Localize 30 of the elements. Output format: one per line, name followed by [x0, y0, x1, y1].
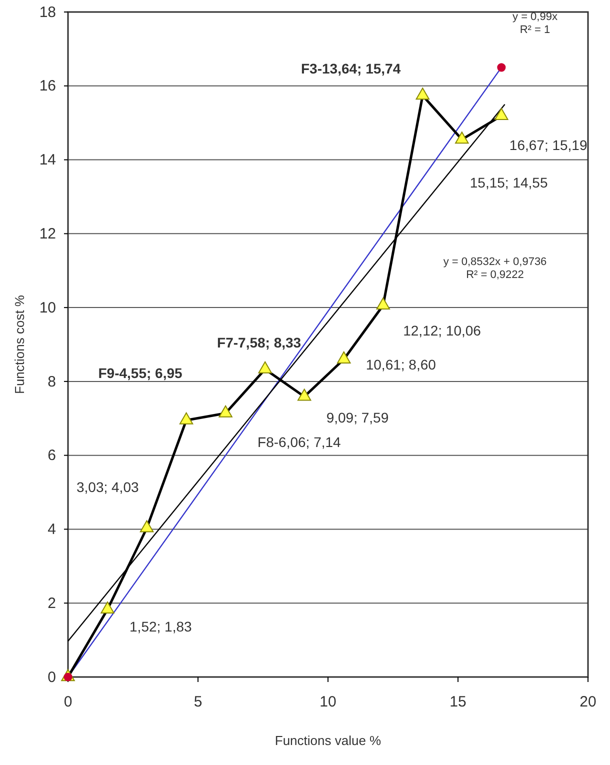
annotation: 9,09; 7,59	[326, 410, 389, 426]
annotation: F3-13,64; 15,74	[301, 60, 401, 76]
y-tick-label: 18	[39, 4, 56, 21]
x-tick-label: 15	[450, 694, 466, 711]
y-tick-label: 0	[48, 668, 56, 686]
y-tick-label: 8	[48, 373, 56, 390]
x-tick-label: 10	[320, 694, 336, 711]
annotation: 12,12; 10,06	[403, 322, 482, 338]
y-axis-title: Functions cost %	[12, 294, 27, 394]
x-axis-title: Functions value %	[274, 733, 382, 748]
annotation: F7-7,58; 8,33	[217, 334, 302, 350]
annotation: F9-4,55; 6,95	[98, 365, 182, 382]
annotation: 10,61; 8,60	[366, 356, 436, 372]
annotation: 15,15; 14,55	[470, 174, 548, 190]
annotation: 1,52; 1,83	[130, 618, 192, 634]
annotation: 3,03; 4,03	[76, 479, 139, 496]
y-tick-label: 6	[48, 447, 56, 464]
annotation: y = 0,99x R² = 1	[512, 11, 558, 36]
annotation: y = 0,8532x + 0,9736 R² = 0,9222	[443, 256, 547, 282]
annotation: F8-6,06; 7,14	[258, 434, 342, 450]
y-tick-label: 14	[39, 152, 56, 169]
y-tick-label: 16	[39, 78, 56, 95]
x-tick-label: 0	[64, 694, 72, 711]
x-tick-label: 20	[580, 694, 596, 711]
x-tick-label: 5	[194, 694, 202, 711]
y-tick-label: 12	[39, 225, 56, 242]
y-tick-label: 4	[48, 521, 56, 538]
y-tick-label: 10	[39, 299, 56, 316]
y-tick-label: 2	[48, 594, 56, 612]
annotation: 16,67; 15,19	[509, 136, 588, 153]
